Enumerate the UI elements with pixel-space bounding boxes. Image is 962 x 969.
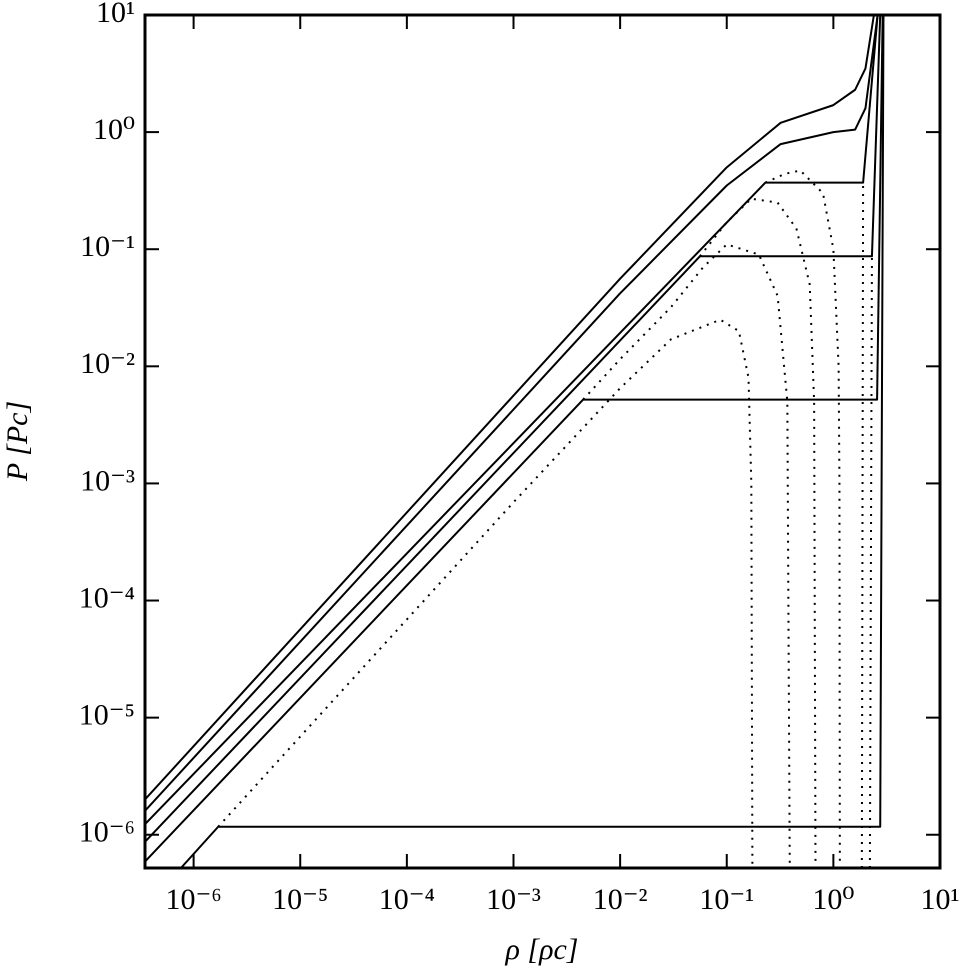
x-tick-label: 10⁻⁴ xyxy=(379,883,435,916)
plot-area xyxy=(145,15,885,868)
y-tick-label: 10⁻⁵ xyxy=(79,699,135,732)
x-tick-label: 10¹ xyxy=(921,883,960,916)
y-axis-label: P [Pc] xyxy=(1,401,34,482)
solid-curve xyxy=(145,15,879,825)
x-tick-label: 10⁻⁵ xyxy=(272,883,328,916)
x-tick-label: 10⁻³ xyxy=(486,883,541,916)
x-tick-label: 10⁻⁶ xyxy=(165,883,221,916)
x-axis-label: ρ [ρc] xyxy=(505,933,579,966)
solid-curve xyxy=(145,15,879,812)
solid-curve xyxy=(145,15,875,801)
dotted-curve xyxy=(217,318,754,868)
y-tick-label: 10⁻⁶ xyxy=(79,816,135,849)
y-tick-label: 10⁻⁴ xyxy=(79,581,135,614)
frame xyxy=(143,13,942,870)
dotted-curve xyxy=(699,197,817,868)
dotted-curve xyxy=(582,243,791,868)
x-tick-label: 10⁰ xyxy=(812,883,854,916)
y-tick-label: 10⁻¹ xyxy=(80,230,135,263)
dotted-curve xyxy=(764,169,841,868)
y-tick-label: 10¹ xyxy=(96,0,135,29)
y-tick-label: 10⁻³ xyxy=(80,464,135,497)
x-tick-label: 10⁻¹ xyxy=(699,883,754,916)
y-tick-label: 10⁰ xyxy=(93,113,135,146)
solid-curve xyxy=(180,15,885,868)
solid-curve xyxy=(145,15,882,843)
dotted-curve xyxy=(868,256,873,868)
y-tick-label: 10⁻² xyxy=(80,347,135,380)
x-tick-label: 10⁻² xyxy=(593,883,648,916)
solid-curve xyxy=(145,15,884,863)
